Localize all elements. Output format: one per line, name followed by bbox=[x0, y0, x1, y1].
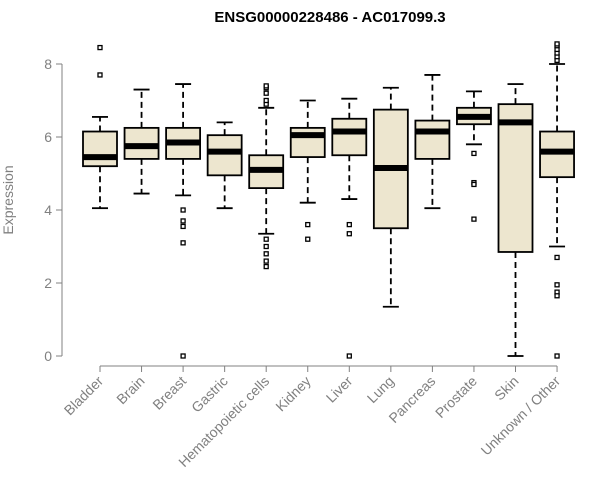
x-tick-label: Lung bbox=[364, 373, 397, 406]
box-skin bbox=[497, 83, 534, 357]
box-breast bbox=[165, 83, 202, 359]
outlier-point bbox=[346, 221, 352, 228]
iqr-box bbox=[82, 130, 118, 168]
box-pancreas bbox=[414, 74, 451, 210]
x-tick-label: Brain bbox=[113, 373, 147, 407]
y-tick-label: 8 bbox=[44, 56, 52, 72]
chart-title: ENSG00000228486 - AC017099.3 bbox=[214, 9, 445, 26]
y-tick-label: 6 bbox=[44, 129, 52, 145]
outlier-point bbox=[180, 353, 186, 359]
box-series bbox=[82, 41, 575, 359]
x-tick-label: Skin bbox=[491, 373, 522, 404]
y-axis-label: Expression bbox=[0, 165, 16, 234]
box-brain bbox=[123, 88, 160, 195]
outlier-point bbox=[180, 207, 186, 213]
outlier-point bbox=[346, 231, 352, 237]
box-bladder bbox=[82, 44, 118, 210]
y-axis: 0 2 4 6 8 bbox=[44, 56, 63, 364]
outlier-point bbox=[263, 251, 269, 257]
x-tick-label: Kidney bbox=[272, 373, 314, 415]
x-tick-label: Unknown / Other bbox=[478, 373, 564, 459]
iqr-box bbox=[331, 117, 368, 157]
outlier-point bbox=[554, 254, 560, 261]
outlier-point bbox=[346, 353, 352, 359]
y-tick-label: 0 bbox=[44, 348, 52, 364]
outlier-point bbox=[263, 90, 269, 96]
iqr-box bbox=[206, 134, 243, 177]
box-prostate bbox=[456, 90, 492, 222]
box-gastric bbox=[206, 121, 243, 210]
outlier-point bbox=[97, 44, 103, 51]
box-unknown-other bbox=[539, 41, 575, 359]
outlier-point bbox=[471, 150, 477, 157]
outlier-point bbox=[263, 97, 269, 104]
y-tick-label: 4 bbox=[44, 202, 52, 218]
iqr-box bbox=[497, 103, 534, 253]
outlier-point bbox=[263, 83, 269, 89]
outlier-point bbox=[554, 282, 560, 288]
outlier-point bbox=[97, 72, 103, 78]
box-lung bbox=[372, 86, 409, 308]
outlier-point bbox=[263, 243, 269, 250]
y-tick-label: 2 bbox=[44, 275, 52, 291]
x-tick-label: Bladder bbox=[61, 373, 107, 419]
outlier-point bbox=[554, 41, 560, 47]
box-hematopoietic-cells bbox=[248, 83, 285, 270]
outlier-point bbox=[180, 240, 186, 246]
x-tick-label: Breast bbox=[149, 373, 189, 413]
outlier-point bbox=[305, 221, 311, 228]
x-tick-label: Prostate bbox=[432, 373, 480, 421]
outlier-point bbox=[471, 181, 477, 188]
outlier-point bbox=[263, 263, 269, 270]
box-kidney bbox=[289, 99, 326, 242]
outlier-point bbox=[471, 216, 477, 222]
outlier-point bbox=[263, 236, 269, 242]
outlier-point bbox=[305, 236, 311, 242]
x-tick-label: Liver bbox=[323, 373, 356, 406]
box-liver bbox=[331, 97, 368, 359]
outlier-point bbox=[554, 293, 560, 299]
outlier-point bbox=[554, 353, 560, 359]
outlier-point bbox=[263, 258, 269, 264]
iqr-box bbox=[414, 119, 451, 160]
outlier-point bbox=[180, 218, 186, 224]
outlier-point bbox=[180, 223, 186, 230]
